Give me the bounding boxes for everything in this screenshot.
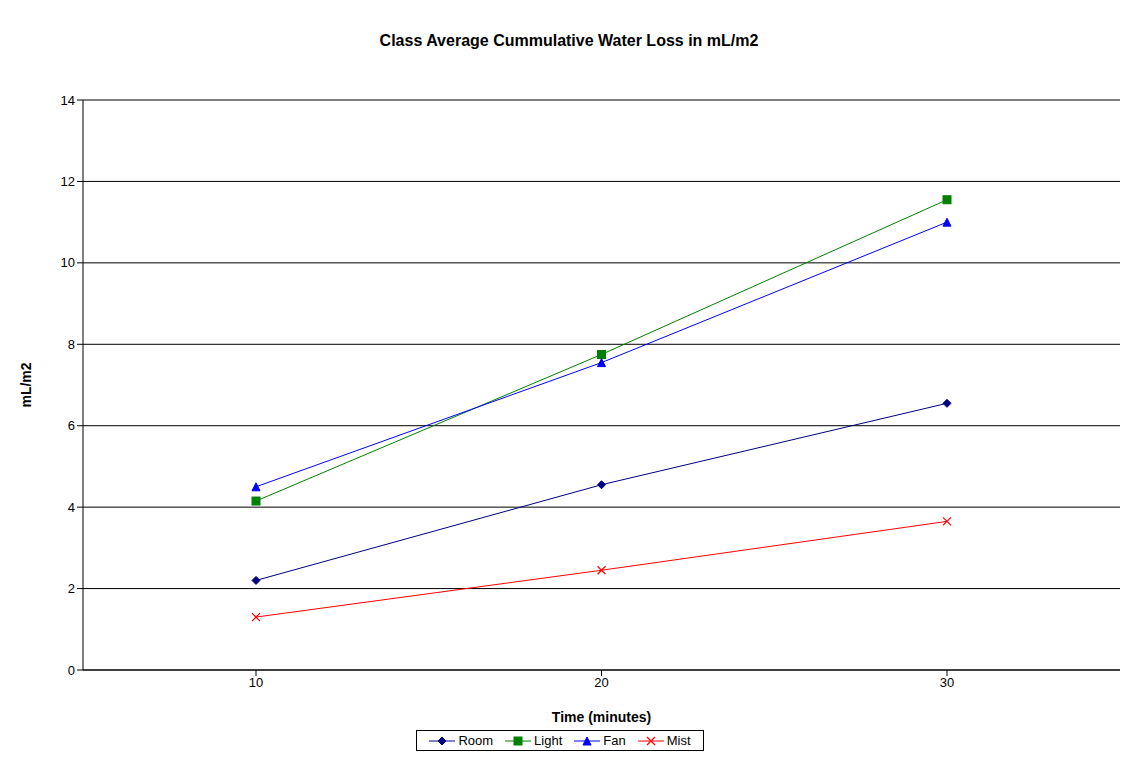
- html-text:Class Average Cummulative Wate: Class Average Cummulative Water Loss in …: [379, 32, 759, 49]
- html-text:Room: Room: [458, 733, 494, 748]
- svg-text:12: 12: [61, 174, 75, 189]
- svg-text:8: 8: [68, 337, 75, 352]
- html-text:Mist: Mist: [666, 733, 691, 748]
- svg-text:10: 10: [249, 675, 263, 690]
- svg-text:0: 0: [68, 663, 75, 678]
- svg-text:30: 30: [940, 675, 954, 690]
- svg-text:4: 4: [68, 500, 75, 515]
- svg-text:6: 6: [68, 418, 75, 433]
- svg-text:20: 20: [594, 675, 608, 690]
- svg-text:mL/m2: mL/m2: [18, 362, 34, 407]
- html-text:Fan: Fan: [603, 733, 626, 748]
- svg-text:10: 10: [61, 255, 75, 270]
- svg-text:2: 2: [68, 581, 75, 596]
- html-text:Light: Light: [534, 733, 563, 748]
- svg-text:14: 14: [61, 93, 75, 108]
- svg-text:Time (minutes): Time (minutes): [552, 709, 651, 725]
